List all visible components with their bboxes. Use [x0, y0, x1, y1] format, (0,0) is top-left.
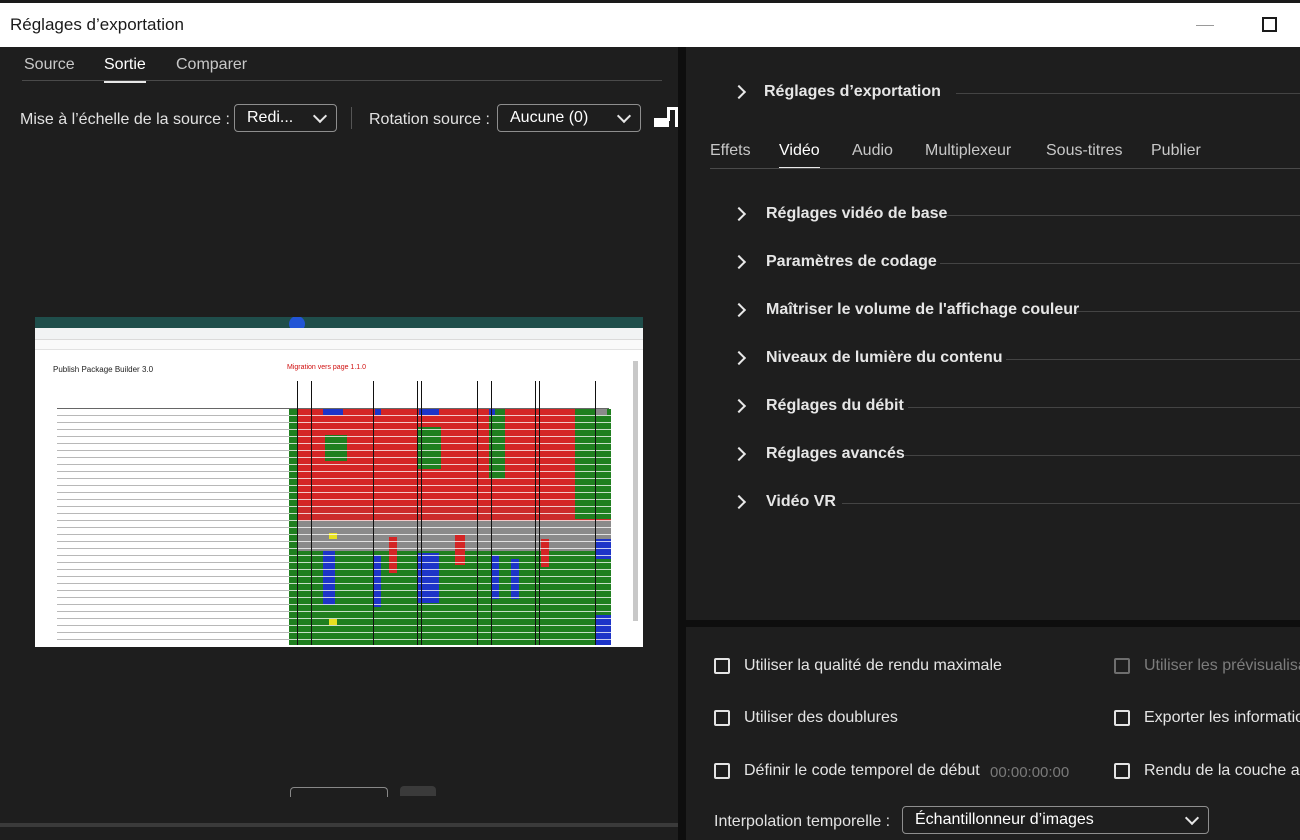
- chevron-down-icon: [1184, 810, 1200, 826]
- section-bitrate-settings[interactable]: Réglages du débit: [731, 397, 1300, 421]
- section-encoding-settings[interactable]: Paramètres de codage: [731, 253, 1300, 277]
- chevron-right-icon: [731, 446, 747, 462]
- window-title-bar: Réglages d’exportation: [0, 0, 1300, 47]
- start-timecode-field[interactable]: 00:00:00:00: [990, 764, 1070, 781]
- preview-table-rows: [57, 409, 289, 645]
- chevron-right-icon: [731, 254, 747, 270]
- settings-button[interactable]: [400, 786, 436, 796]
- time-interpolation-value: Échantillonneur d’images: [915, 811, 1094, 828]
- preview-browser-urlbar: [35, 328, 643, 340]
- preview-red-note: Migration vers page 1.1.0: [287, 364, 366, 371]
- tab-multiplexer[interactable]: Multiplexeur: [925, 142, 1012, 159]
- preview-scrollbar: [633, 361, 638, 621]
- preview-table-header: [57, 381, 609, 409]
- chevron-right-icon: [731, 398, 747, 414]
- crop-icon[interactable]: [654, 107, 678, 131]
- section-content-light-levels[interactable]: Niveaux de lumière du contenu: [731, 349, 1300, 373]
- section-advanced-settings[interactable]: Réglages avancés: [731, 445, 1300, 469]
- tab-audio[interactable]: Audio: [852, 142, 893, 159]
- video-preview-frame: Publish Package Builder 3.0 Migration ve…: [35, 317, 643, 647]
- chevron-right-icon: [731, 84, 747, 100]
- section-color-volume[interactable]: Maîtriser le volume de l'affichage coule…: [731, 301, 1300, 325]
- chevron-down-icon: [312, 108, 328, 124]
- section-basic-video-settings[interactable]: Réglages vidéo de base: [731, 205, 1300, 229]
- source-rotation-value: Aucune (0): [510, 109, 589, 126]
- preview-grid-stripes: [289, 409, 611, 645]
- preview-browser-bookmarks: [35, 340, 643, 350]
- tab-compare[interactable]: Comparer: [176, 56, 248, 73]
- export-settings-panel: Réglages d’exportation Effets Vidéo Audi…: [686, 47, 1300, 620]
- tab-output[interactable]: Sortie: [104, 56, 146, 83]
- source-rotation-dropdown[interactable]: Aucune (0): [497, 104, 641, 132]
- fit-dropdown[interactable]: [290, 787, 388, 797]
- time-interpolation-label: Interpolation temporelle :: [714, 813, 891, 830]
- source-scaling-label: Mise à l’échelle de la source :: [20, 111, 230, 128]
- chevron-right-icon: [731, 302, 747, 318]
- time-interpolation-dropdown[interactable]: Échantillonneur d’images: [902, 806, 1209, 834]
- preview-page-title: Publish Package Builder 3.0: [53, 365, 154, 374]
- section-export-settings[interactable]: Réglages d’exportation: [731, 83, 1300, 107]
- panel-divider[interactable]: [678, 47, 686, 840]
- chevron-down-icon: [616, 108, 632, 124]
- source-scaling-value: Redi...: [247, 109, 294, 126]
- panel-divider-horizontal[interactable]: [686, 620, 1300, 627]
- timeline-area: [0, 827, 678, 840]
- preview-status-grid: [289, 409, 611, 645]
- chevron-right-icon: [731, 350, 747, 366]
- tab-source[interactable]: Source: [24, 56, 75, 73]
- minimize-button[interactable]: [1196, 25, 1214, 26]
- maximize-button[interactable]: [1262, 17, 1277, 32]
- window-title: Réglages d’exportation: [10, 15, 184, 34]
- output-preview-panel: Source Sortie Comparer Mise à l’échelle …: [0, 47, 678, 840]
- preview-browser-tabbar: [35, 317, 643, 328]
- tab-divider: [710, 168, 1300, 169]
- render-options-panel: Utiliser la qualité de rendu maximale Ut…: [686, 627, 1300, 840]
- tab-divider: [22, 80, 662, 81]
- chevron-right-icon: [731, 494, 747, 510]
- section-vr-video[interactable]: Vidéo VR: [731, 493, 1300, 517]
- toolbar-separator: [351, 107, 352, 129]
- source-scaling-dropdown[interactable]: Redi...: [234, 104, 337, 132]
- timeline-separator: [0, 823, 678, 827]
- chevron-right-icon: [731, 206, 747, 222]
- tab-video[interactable]: Vidéo: [779, 142, 820, 169]
- tab-subtitles[interactable]: Sous-titres: [1046, 142, 1123, 159]
- tab-effects[interactable]: Effets: [710, 142, 751, 159]
- tab-publish[interactable]: Publier: [1151, 142, 1201, 159]
- source-rotation-label: Rotation source :: [369, 111, 490, 128]
